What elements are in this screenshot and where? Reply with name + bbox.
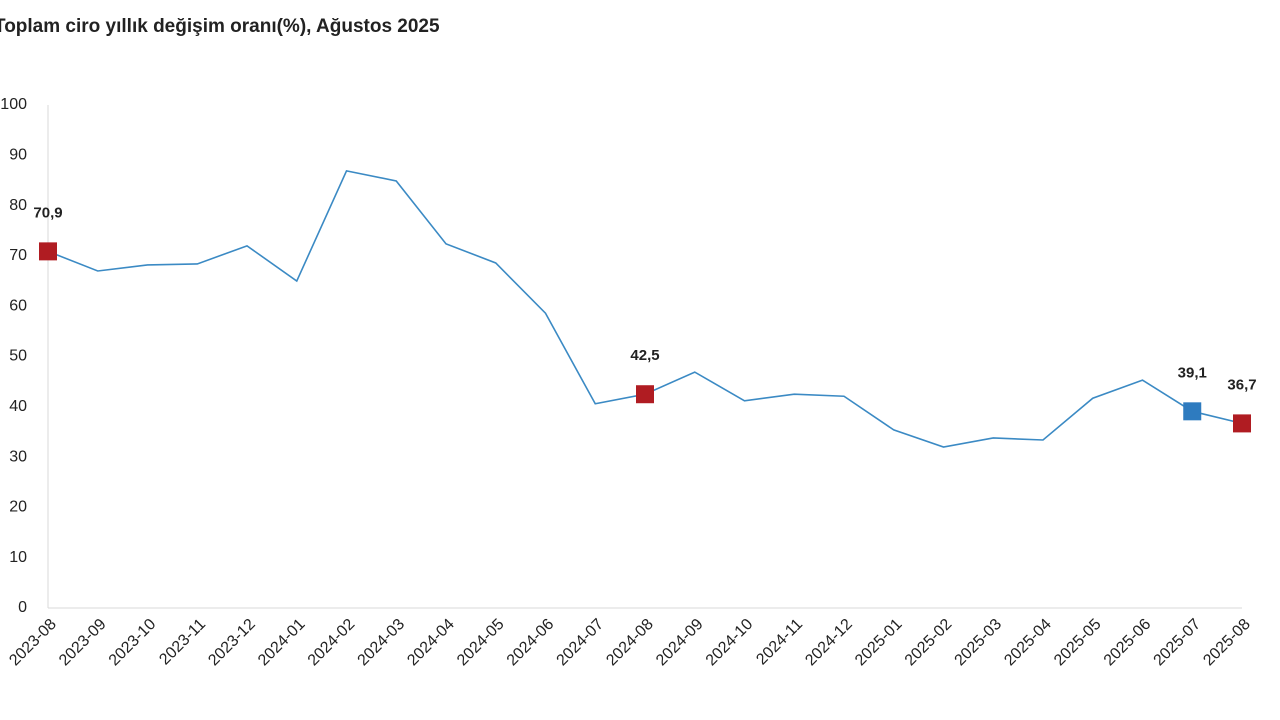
x-tick-label: 2023-12: [205, 616, 259, 670]
x-tick-label: 2023-10: [106, 616, 160, 670]
y-tick-label: 10: [9, 549, 27, 566]
x-tick-label: 2024-08: [603, 616, 657, 670]
value-label: 70,9: [33, 204, 62, 221]
x-tick-label: 2024-09: [653, 616, 707, 670]
x-tick-label: 2024-05: [454, 616, 508, 670]
value-label: 36,7: [1227, 376, 1256, 393]
x-tick-label: 2025-06: [1101, 616, 1155, 670]
x-tick-label: 2024-10: [703, 616, 757, 670]
x-tick-label: 2024-04: [404, 616, 458, 670]
x-tick-label: 2024-01: [255, 616, 309, 670]
y-tick-label: 80: [9, 197, 27, 214]
x-tick-label: 2025-07: [1151, 616, 1205, 670]
data-marker: [39, 242, 57, 261]
x-tick-label: 2024-07: [554, 616, 608, 670]
chart-title: Toplam ciro yıllık değişim oranı(%), Ağu…: [0, 16, 440, 37]
x-tick-label: 2025-01: [852, 616, 906, 670]
x-tick-label: 2025-05: [1051, 616, 1105, 670]
data-line: [47, 169, 1243, 448]
data-marker: [636, 385, 654, 404]
y-tick-label: 40: [9, 398, 27, 415]
x-tick-label: 2023-09: [56, 616, 110, 670]
data-marker: [1183, 402, 1202, 421]
x-tick-label: 2025-02: [902, 616, 956, 670]
y-tick-label: 50: [9, 348, 27, 365]
value-label: 39,1: [1178, 364, 1207, 381]
x-tick-label: 2025-03: [952, 616, 1006, 670]
y-tick-label: 60: [9, 297, 27, 314]
y-tick-label: 100: [0, 96, 27, 113]
y-tick-label: 70: [9, 247, 27, 264]
x-tick-label: 2024-03: [355, 616, 409, 670]
x-tick-label: 2025-08: [1200, 616, 1254, 670]
x-tick-label: 2024-02: [305, 616, 359, 670]
x-tick-label: 2023-08: [6, 616, 60, 670]
x-tick-label: 2024-11: [753, 616, 806, 669]
y-tick-label: 0: [18, 599, 27, 616]
x-tick-label: 2024-06: [504, 616, 558, 670]
x-tick-label: 2023-11: [156, 616, 209, 669]
y-tick-label: 30: [9, 448, 27, 465]
y-tick-label: 20: [9, 499, 27, 516]
x-tick-label: 2025-04: [1001, 616, 1055, 670]
value-label: 42,5: [630, 347, 659, 364]
x-tick-label: 2024-12: [802, 616, 856, 670]
y-tick-label: 90: [9, 147, 27, 164]
data-marker: [1233, 414, 1251, 433]
